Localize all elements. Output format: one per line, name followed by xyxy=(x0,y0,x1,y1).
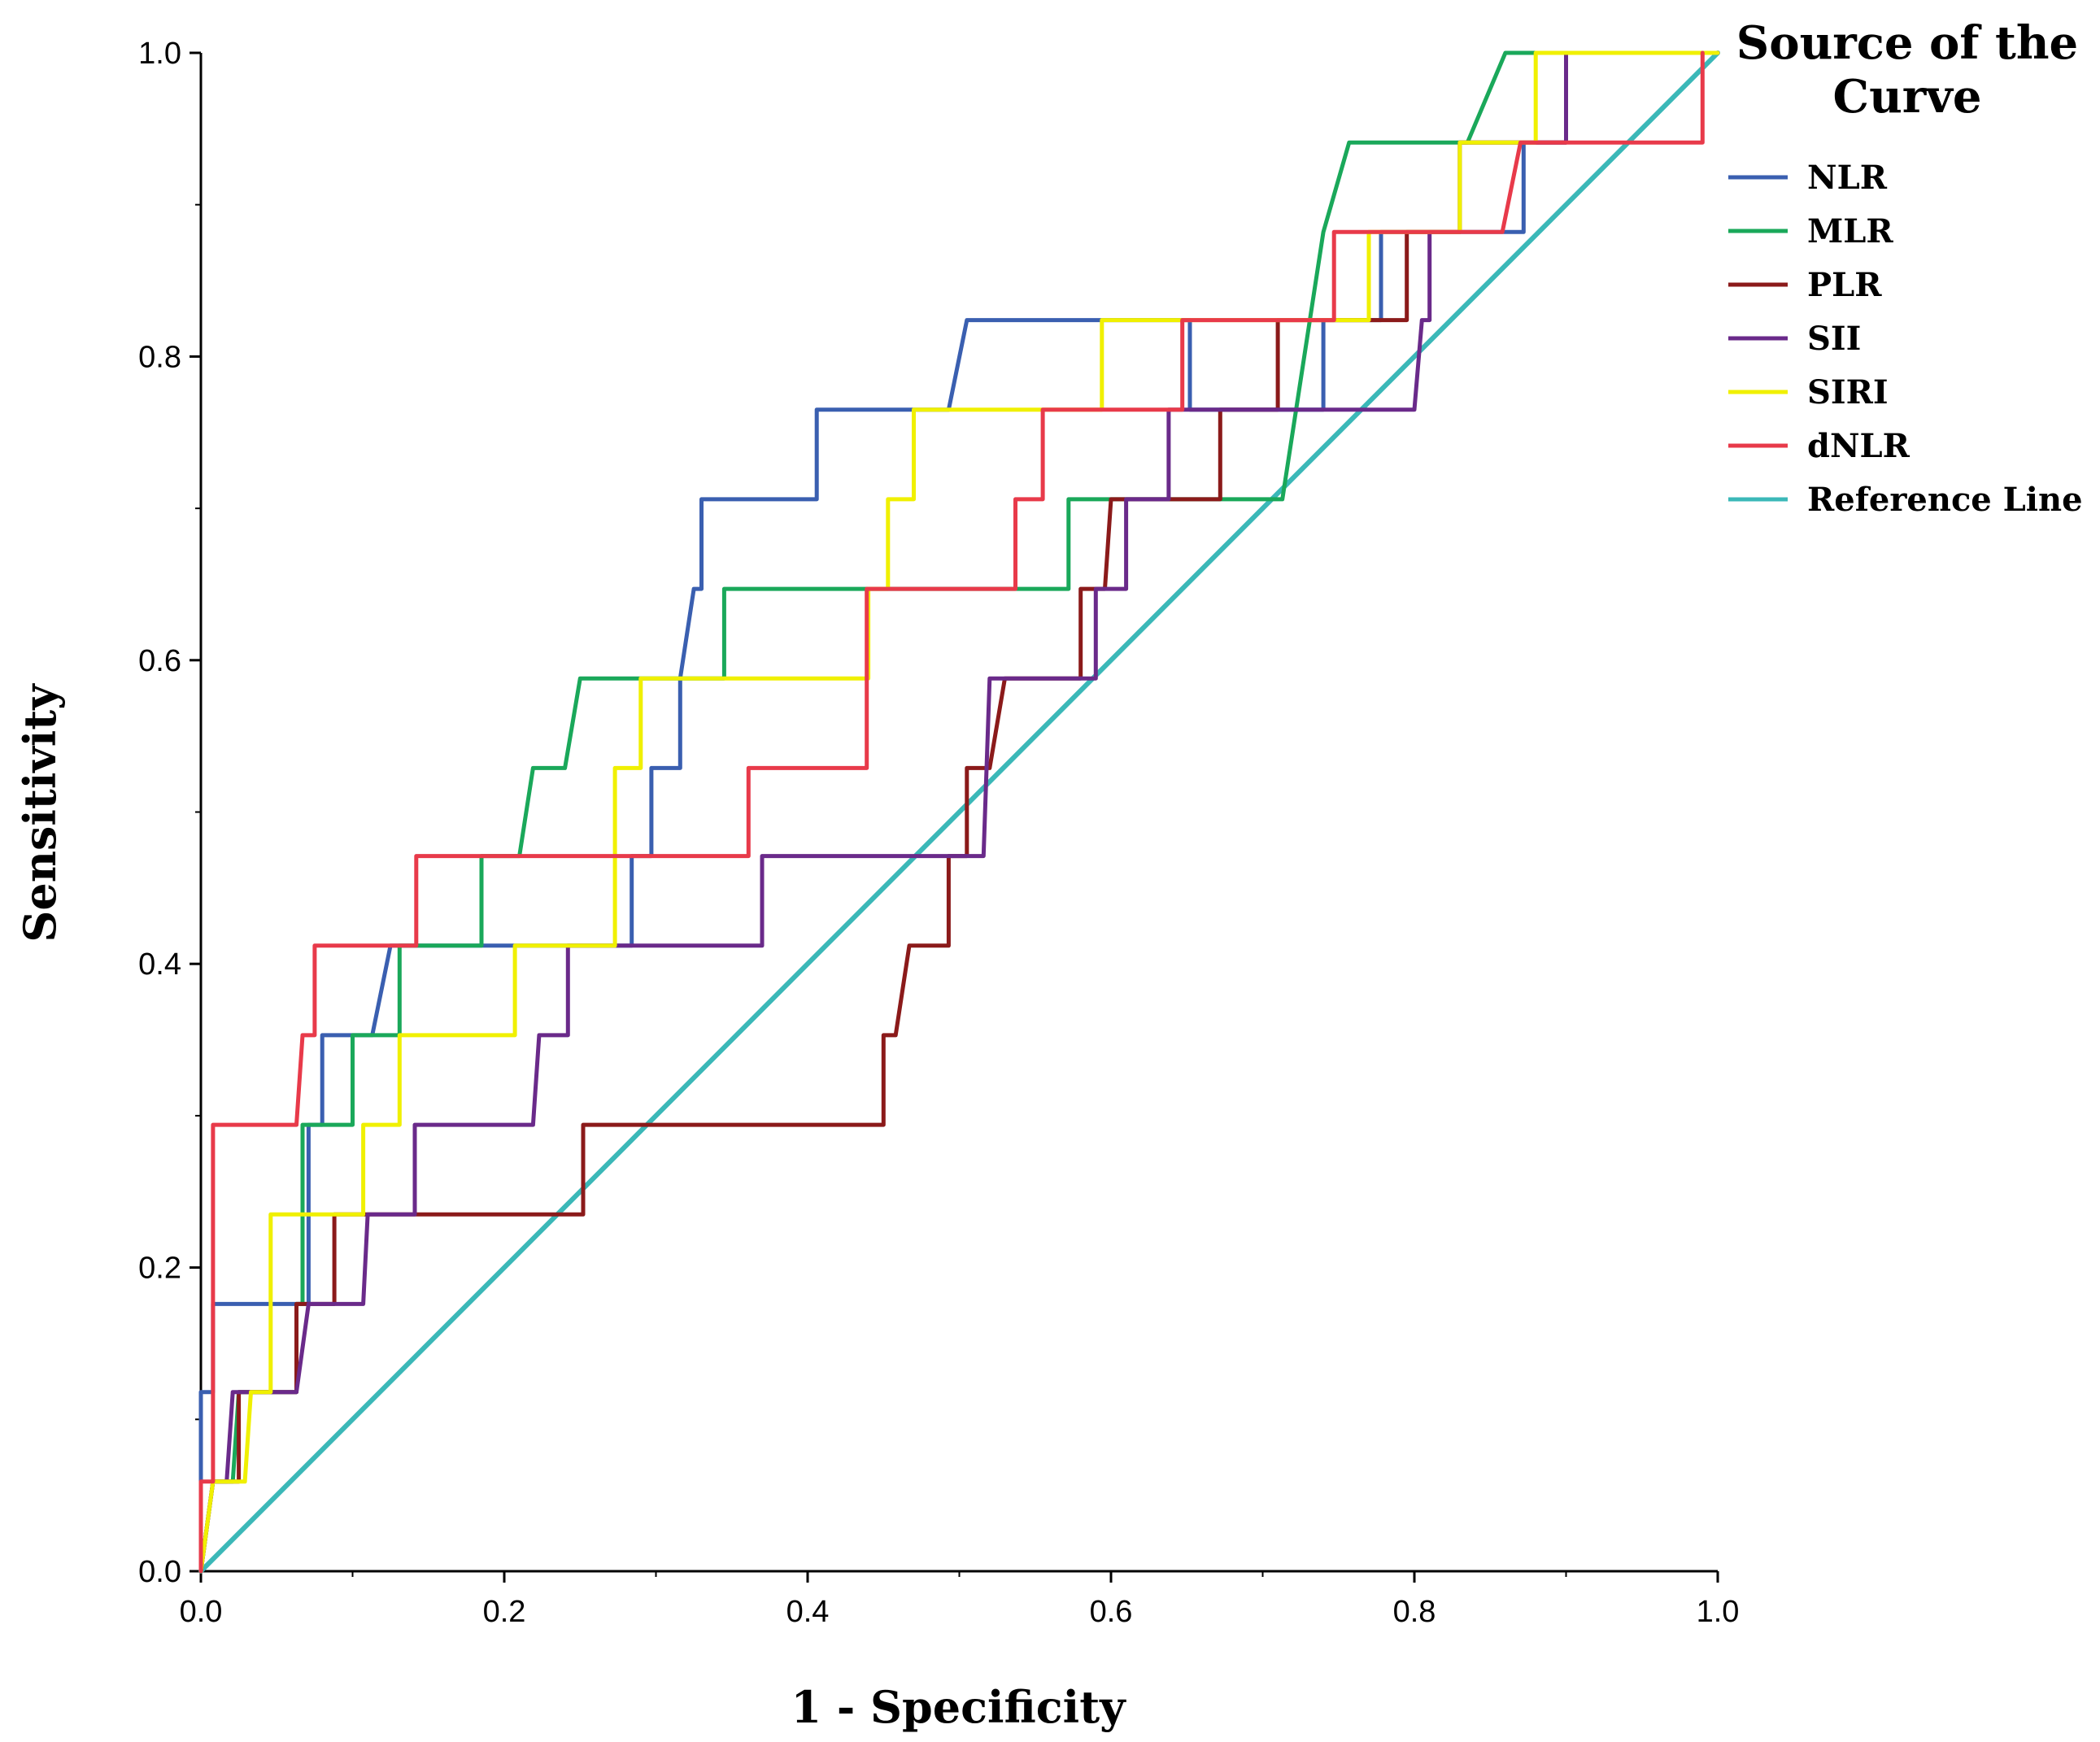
ticks-layer: 0.0 0.2 0.4 0.6 0.8 1.0 0.0 0.2 0.4 0.6 0.8 1.0 xyxy=(138,37,1739,1629)
legend-label-mlr: MLR xyxy=(1807,212,1893,250)
y-tick-label: 0.6 xyxy=(138,644,181,678)
y-tick-label: 0.2 xyxy=(138,1252,181,1286)
legend-label-reference-line: Reference Line xyxy=(1807,481,2083,519)
series-layer xyxy=(198,50,1720,1574)
y-tick-label: 0.8 xyxy=(138,340,181,374)
legend-title-line-1: Source of the xyxy=(1736,16,2078,70)
x-tick-label: 0.2 xyxy=(483,1595,526,1629)
legend-title-line-2: Curve xyxy=(1833,70,1982,124)
x-tick-label: 1.0 xyxy=(1697,1595,1740,1629)
x-axis-title: 1 - Specificity xyxy=(791,1681,1126,1733)
series-line-dnlr xyxy=(198,50,1705,1574)
series-line-sii xyxy=(198,50,1720,1574)
legend-label-plr: PLR xyxy=(1807,266,1882,304)
y-tick-label: 1.0 xyxy=(138,37,181,71)
y-axis-title: Sensitivity xyxy=(14,683,66,943)
y-tick-label: 0.0 xyxy=(138,1555,181,1589)
x-tick-label: 0.0 xyxy=(180,1595,223,1629)
legend-label-siri: SIRI xyxy=(1807,373,1889,412)
legend-label-nlr: NLR xyxy=(1807,159,1888,197)
series-line-reference-line xyxy=(198,50,1720,1574)
x-tick-label: 0.4 xyxy=(786,1595,830,1629)
x-tick-label: 0.8 xyxy=(1393,1595,1436,1629)
legend-label-dnlr: dNLR xyxy=(1807,427,1910,465)
y-tick-label: 0.4 xyxy=(138,947,181,982)
x-tick-label: 0.6 xyxy=(1090,1595,1133,1629)
legend-items: NLR MLR PLR SII SIRI dNLR Reference Line xyxy=(1728,159,2083,519)
legend-label-sii: SII xyxy=(1807,320,1861,358)
legend: Source of the Curve NLR MLR PLR SII SIRI dNLR… xyxy=(1728,16,2083,519)
